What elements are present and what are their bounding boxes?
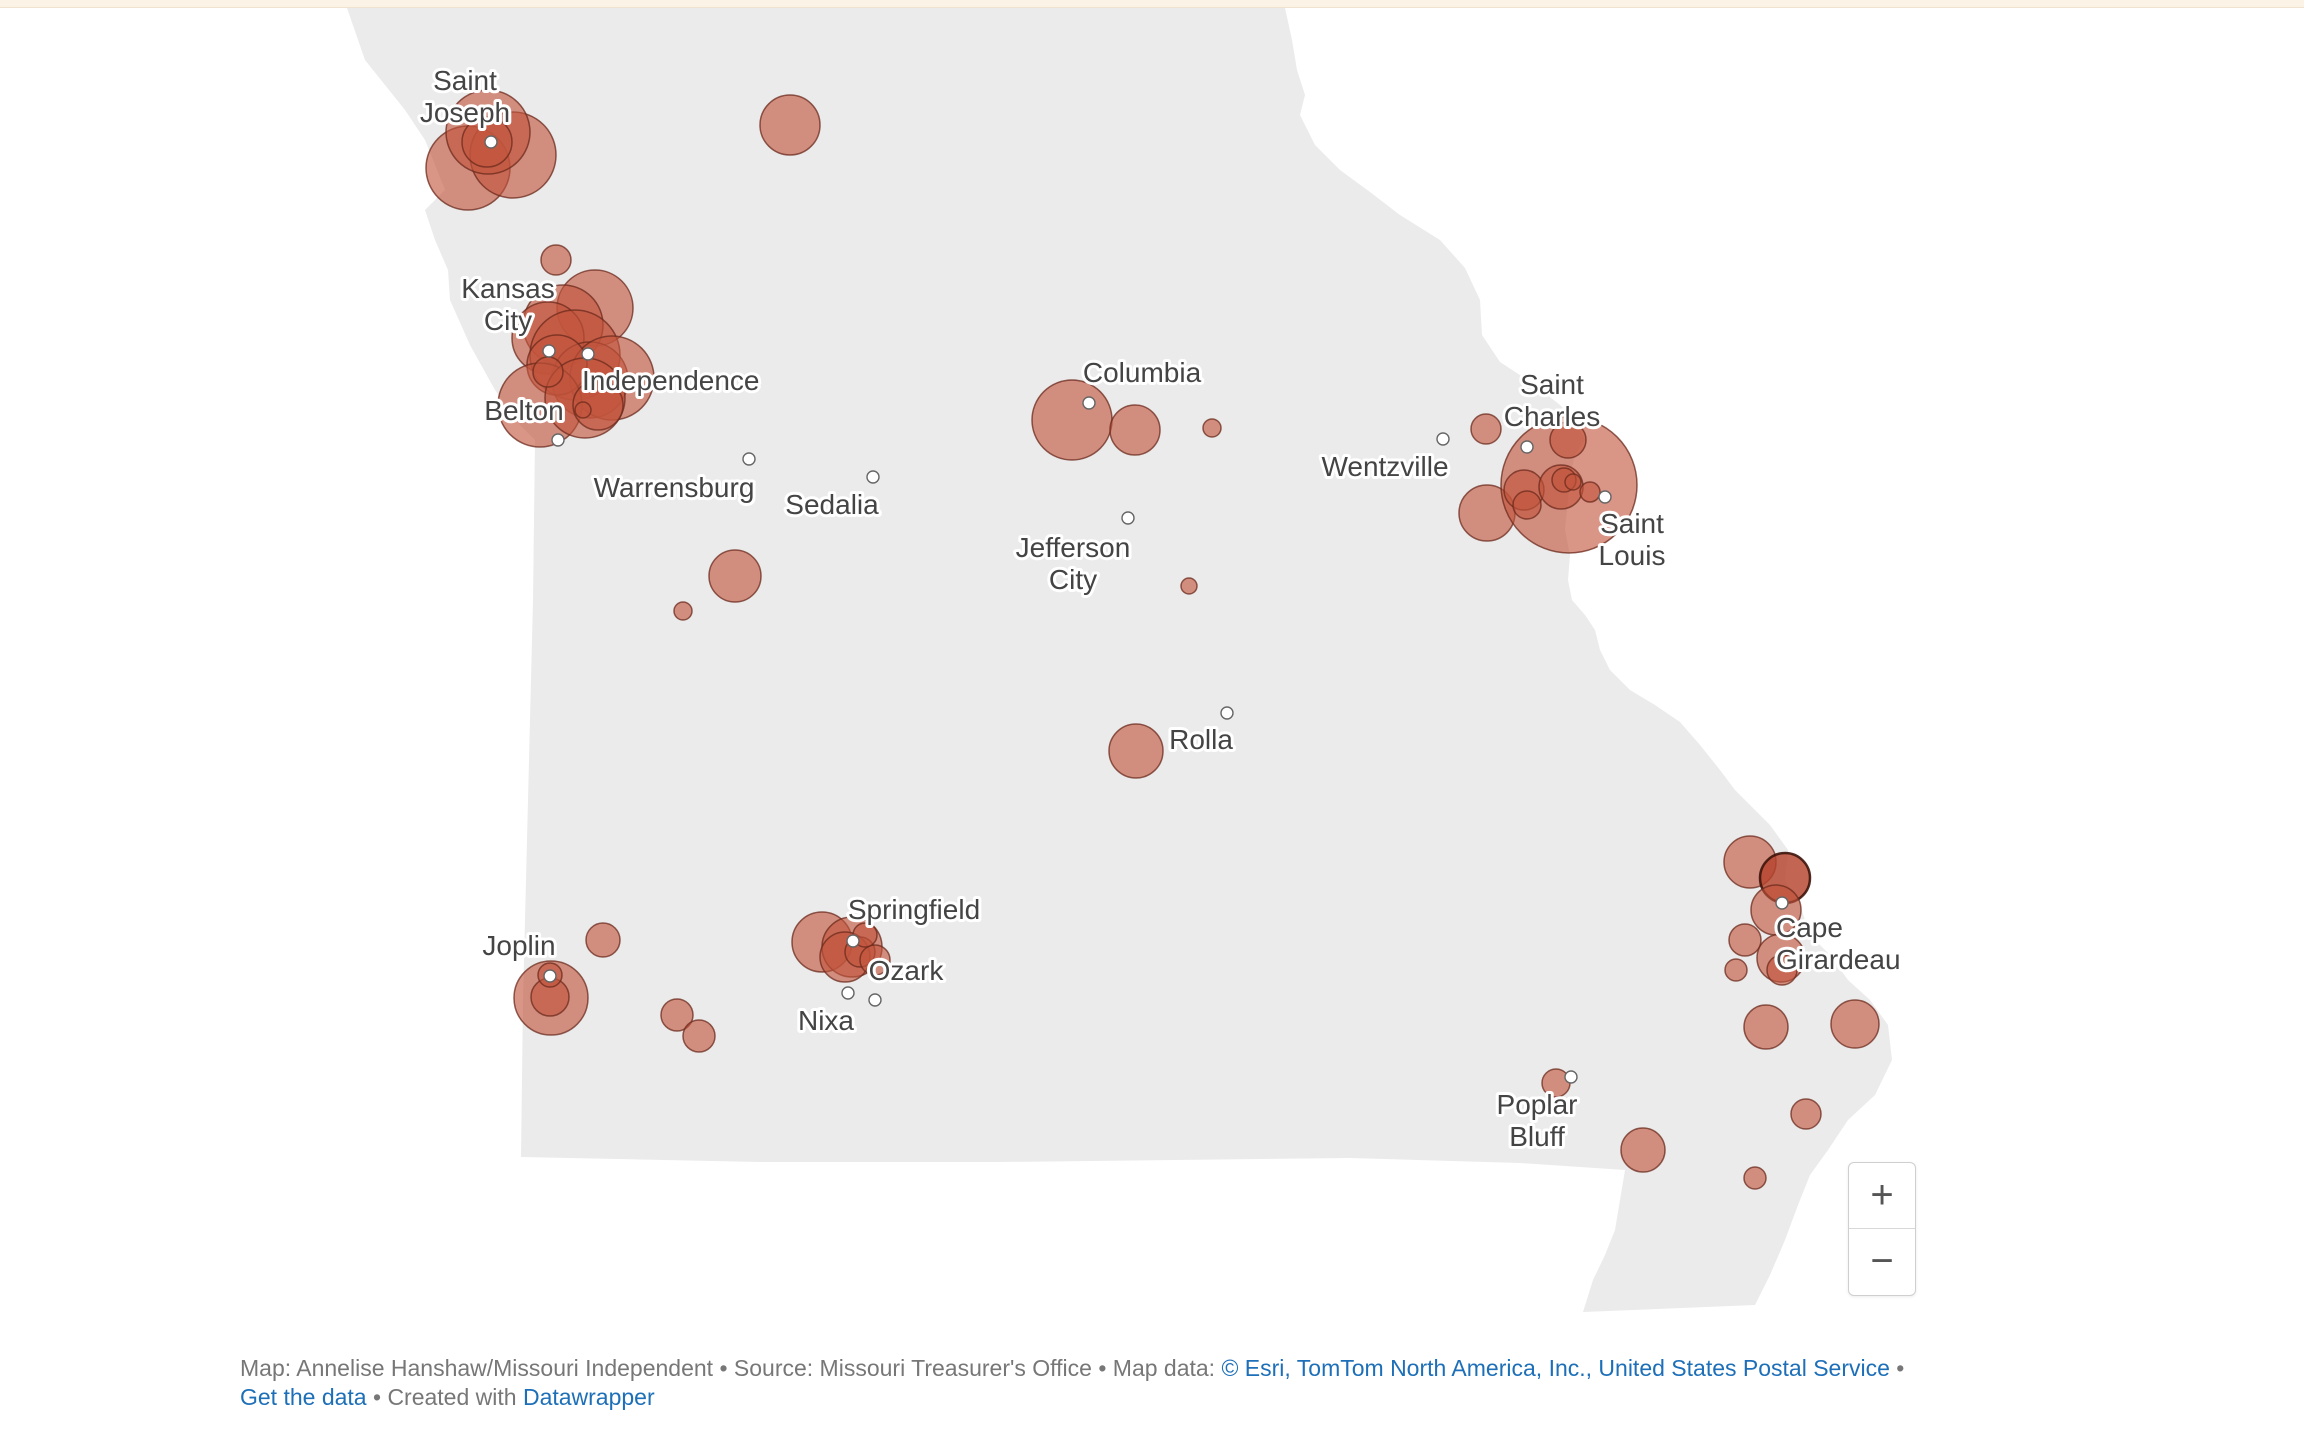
data-bubble[interactable] [759, 94, 821, 156]
city-marker [1121, 511, 1135, 525]
data-bubble[interactable] [708, 549, 762, 603]
missouri-map[interactable]: Saint Joseph Kansas City Independence Belton W… [0, 0, 2304, 1340]
city-label: Columbia [1083, 357, 1202, 388]
credit-text: Map: Annelise Hanshaw/Missouri Independe… [240, 1355, 714, 1381]
zoom-out-button[interactable]: − [1849, 1228, 1915, 1294]
city-label: Joplin [482, 930, 555, 961]
city-marker [742, 452, 756, 466]
city-label: Ozark [869, 955, 945, 986]
city-marker [543, 969, 557, 983]
separator: • [1889, 1355, 1905, 1381]
city-label: Independence [582, 365, 760, 396]
city-label: Springfield [848, 894, 980, 925]
data-bubble[interactable] [1512, 490, 1542, 520]
city-marker [484, 135, 498, 149]
city-label: Cape Girardeau [1776, 912, 1901, 975]
data-bubble[interactable] [1620, 1127, 1666, 1173]
data-bubble[interactable] [574, 401, 592, 419]
map-data-label: Map data: [1112, 1355, 1222, 1381]
data-bubble[interactable] [673, 601, 693, 621]
city-marker [846, 934, 860, 948]
data-bubble[interactable] [1180, 577, 1198, 595]
data-bubble[interactable] [660, 998, 694, 1032]
data-bubble[interactable] [1724, 958, 1748, 982]
data-bubble[interactable] [540, 244, 572, 276]
city-label: Sedalia [785, 489, 879, 520]
city-label: Poplar Bluff [1497, 1089, 1578, 1152]
separator: • [366, 1384, 388, 1410]
city-marker [1598, 490, 1612, 504]
data-bubble[interactable] [1564, 473, 1582, 491]
city-label: Belton [484, 395, 563, 426]
data-bubble[interactable] [1830, 999, 1880, 1049]
map-data-link[interactable]: © Esri, TomTom North America, Inc., Unit… [1221, 1355, 1890, 1381]
data-bubble[interactable] [1549, 421, 1587, 459]
city-label: Warrensburg [594, 472, 755, 503]
separator: • [713, 1355, 734, 1381]
zoom-in-button[interactable]: + [1849, 1163, 1915, 1228]
city-label: Kansas City [461, 273, 554, 336]
city-marker [868, 993, 882, 1007]
data-bubble[interactable] [532, 356, 564, 388]
city-marker [542, 344, 556, 358]
data-bubble[interactable] [1766, 954, 1798, 986]
city-label: Rolla [1169, 724, 1233, 755]
city-label: Nixa [798, 1005, 854, 1036]
city-label: Saint Charles [1504, 369, 1600, 432]
city-marker [1775, 896, 1789, 910]
city-marker [1082, 396, 1096, 410]
city-marker [841, 986, 855, 1000]
city-marker [1436, 432, 1450, 446]
data-bubble[interactable] [1743, 1004, 1789, 1050]
data-bubble[interactable] [1743, 1166, 1767, 1190]
city-label: Jefferson City [1016, 532, 1131, 595]
city-marker [1564, 1070, 1578, 1084]
data-bubble[interactable] [1202, 418, 1222, 438]
city-marker [1520, 440, 1534, 454]
city-label: Wentzville [1321, 451, 1448, 482]
get-the-data-link[interactable]: Get the data [240, 1384, 367, 1410]
data-bubble[interactable] [682, 1019, 716, 1053]
city-marker [866, 470, 880, 484]
data-bubble[interactable] [1579, 481, 1601, 503]
map-footer: Map: Annelise Hanshaw/Missouri Independe… [240, 1354, 1940, 1412]
zoom-control: + − [1848, 1162, 1916, 1296]
separator: • [1091, 1355, 1113, 1381]
minus-icon: − [1870, 1239, 1894, 1283]
city-marker [1220, 706, 1234, 720]
top-border [0, 0, 2304, 8]
data-bubble[interactable] [1031, 379, 1113, 461]
missouri-state-shape [347, 8, 1892, 1312]
data-bubble[interactable] [859, 944, 891, 976]
city-label: Saint Joseph [420, 65, 510, 128]
source-text: Source: Missouri Treasurer's Office [733, 1355, 1092, 1381]
data-bubble[interactable] [1109, 404, 1161, 456]
city-marker [551, 433, 565, 447]
data-bubble[interactable] [585, 922, 621, 958]
data-bubble[interactable] [1108, 723, 1164, 779]
city-label: Saint Louis [1599, 508, 1666, 571]
data-bubble[interactable] [1728, 923, 1762, 957]
datawrapper-link[interactable]: Datawrapper [522, 1384, 655, 1410]
data-bubble[interactable] [1790, 1098, 1822, 1130]
created-with-text: Created with [387, 1384, 523, 1410]
data-bubble[interactable] [1470, 413, 1502, 445]
plus-icon: + [1870, 1173, 1894, 1217]
city-marker [581, 347, 595, 361]
